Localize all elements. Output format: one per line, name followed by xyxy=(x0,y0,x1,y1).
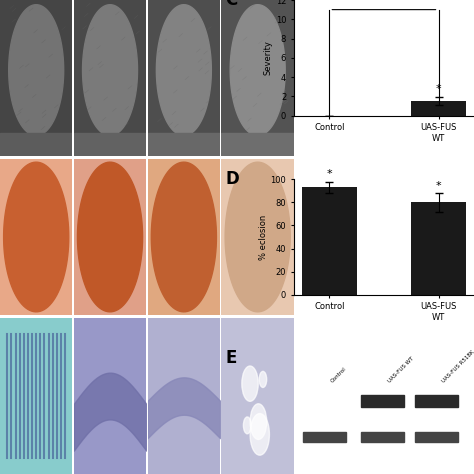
Polygon shape xyxy=(82,5,137,136)
Text: *: * xyxy=(436,84,441,94)
Bar xyxy=(411,101,466,116)
Polygon shape xyxy=(148,133,220,156)
Polygon shape xyxy=(9,5,64,136)
Polygon shape xyxy=(4,162,69,312)
Bar xyxy=(415,432,458,442)
Bar xyxy=(361,395,404,407)
Bar xyxy=(411,202,466,295)
Text: D: D xyxy=(226,170,239,188)
Polygon shape xyxy=(156,5,211,136)
Text: *: * xyxy=(327,169,332,179)
Circle shape xyxy=(250,404,267,439)
Circle shape xyxy=(243,417,251,434)
Polygon shape xyxy=(74,133,146,156)
Y-axis label: Severity: Severity xyxy=(264,40,273,75)
Bar xyxy=(303,432,346,442)
Text: UAS-FUS R518K: UAS-FUS R518K xyxy=(442,350,474,384)
Polygon shape xyxy=(230,5,285,136)
Bar xyxy=(302,187,356,295)
Text: Control: Control xyxy=(330,366,347,384)
Circle shape xyxy=(242,366,258,401)
Text: C: C xyxy=(226,0,237,9)
Circle shape xyxy=(250,413,269,455)
Text: *: * xyxy=(436,181,441,191)
Polygon shape xyxy=(151,162,217,312)
Polygon shape xyxy=(0,133,73,156)
Text: E: E xyxy=(226,349,237,367)
Circle shape xyxy=(259,371,267,387)
Polygon shape xyxy=(77,162,143,312)
Bar xyxy=(415,395,458,407)
Polygon shape xyxy=(221,133,294,156)
Text: UAS-FUS WT: UAS-FUS WT xyxy=(388,356,415,384)
Bar xyxy=(361,432,404,442)
Polygon shape xyxy=(225,162,290,312)
Y-axis label: % eclosion: % eclosion xyxy=(259,214,268,260)
